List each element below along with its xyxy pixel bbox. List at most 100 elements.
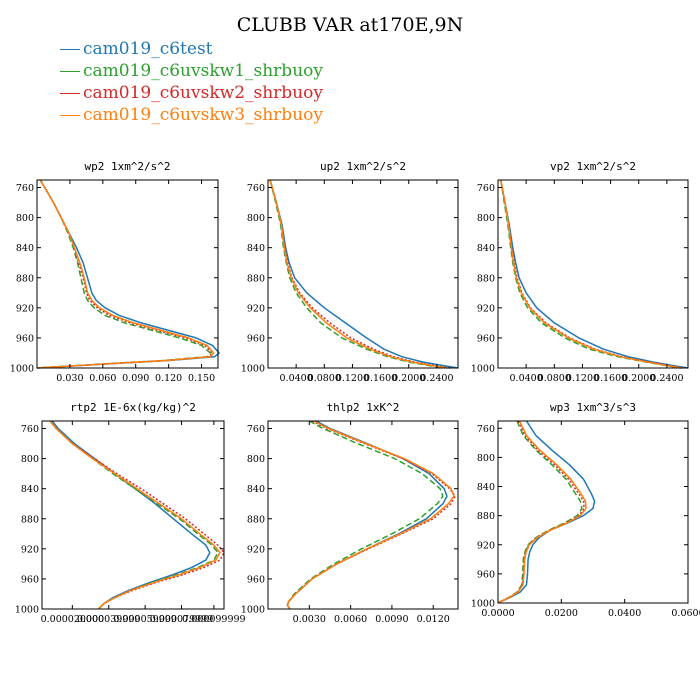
series-line: [497, 420, 585, 604]
x-tick-label: 0.0200: [545, 608, 578, 619]
x-tick-label: 0.000039999: [77, 614, 140, 625]
x-tick-label: 0.1600: [594, 373, 627, 384]
legend-label: cam019_c6uvskw1_shrbuoy: [83, 61, 323, 81]
legend: cam019_c6test cam019_c6uvskw1_shrbuoy ca…: [60, 38, 323, 126]
series-line: [269, 179, 459, 369]
y-tick-label: 840: [477, 243, 495, 254]
legend-line-swatch: [60, 71, 80, 72]
series-line: [36, 179, 212, 369]
y-tick-label: 920: [21, 544, 39, 555]
panel-title: rtp2 1E-6x(kg/kg)^2: [70, 401, 196, 414]
y-tick-label: 960: [247, 333, 265, 344]
y-tick-label: 1000: [241, 605, 265, 616]
panel-title: thlp2 1xK^2: [327, 401, 400, 414]
series-line: [500, 179, 684, 369]
y-tick-label: 760: [247, 183, 265, 194]
y-tick-label: 1000: [471, 364, 495, 375]
x-tick-label: 0.090: [122, 373, 149, 384]
x-tick-label: 0.120: [155, 373, 182, 384]
y-tick-label: 920: [477, 540, 495, 551]
y-tick-label: 840: [477, 482, 495, 493]
page-title: CLUBB VAR at170E,9N: [236, 14, 464, 36]
y-tick-label: 880: [16, 273, 34, 284]
x-tick-label: 0.0400: [608, 608, 641, 619]
x-tick-label: 0.000079999: [150, 614, 213, 625]
chart-panel: vp2 1xm^2/s^2 760 800 840 880 920 960 1000 0.040…: [471, 160, 689, 384]
legend-line-swatch: [60, 49, 80, 50]
x-tick-label: 0.0000: [481, 608, 514, 619]
legend-item: cam019_c6uvskw1_shrbuoy: [60, 60, 323, 82]
y-tick-label: 920: [477, 303, 495, 314]
x-tick-label: 0.0060: [334, 614, 367, 625]
y-tick-label: 800: [21, 454, 39, 465]
plot-frame: [497, 179, 689, 369]
y-tick-label: 960: [21, 574, 39, 585]
series-line: [269, 179, 445, 369]
panel-title: wp2 1xm^2/s^2: [84, 160, 170, 173]
plot-frame: [36, 179, 219, 369]
plot-frame: [267, 420, 459, 610]
plot-frame: [41, 420, 225, 610]
y-tick-label: 880: [477, 273, 495, 284]
x-tick-label: 0.1600: [364, 373, 397, 384]
chart-panel: wp2 1xm^2/s^2 760 800 840 880 920 960 1000 0.030…: [10, 160, 220, 384]
y-tick-label: 880: [247, 273, 265, 284]
chart-panel: wp3 1xm^3/s^3 760 800 840 880 920 960 10000.000…: [471, 401, 700, 619]
y-tick-label: 960: [477, 569, 495, 580]
y-tick-label: 880: [247, 514, 265, 525]
x-tick-label: 0.000059999: [113, 614, 176, 625]
series-line: [49, 420, 219, 610]
panel-title: up2 1xm^2/s^2: [320, 160, 406, 173]
panel-title: vp2 1xm^2/s^2: [550, 160, 636, 173]
panel-title: wp3 1xm^3/s^3: [550, 401, 636, 414]
x-tick-label: 0.0800: [538, 373, 571, 384]
y-tick-label: 800: [477, 453, 495, 464]
y-tick-label: 760: [16, 183, 34, 194]
y-tick-label: 840: [247, 484, 265, 495]
series-line: [51, 420, 211, 610]
series-line: [49, 420, 221, 610]
y-tick-label: 760: [477, 183, 495, 194]
x-tick-label: 0.2400: [650, 373, 683, 384]
chart-panel: rtp2 1E-6x(kg/kg)^2 760 800 840 880 920 960 100…: [15, 401, 246, 625]
legend-line-swatch: [60, 93, 80, 94]
x-tick-label: 0.000099999: [182, 614, 245, 625]
legend-label: cam019_c6test: [83, 39, 213, 59]
y-tick-label: 1000: [241, 364, 265, 375]
x-tick-label: 0.150: [188, 373, 215, 384]
series-line: [500, 179, 683, 369]
legend-item: cam019_c6uvskw2_shrbuoy: [60, 82, 323, 104]
series-line: [497, 420, 596, 604]
y-tick-label: 760: [247, 424, 265, 435]
plot-frame: [497, 420, 689, 604]
x-tick-label: 0.030: [56, 373, 83, 384]
y-tick-label: 960: [247, 574, 265, 585]
x-tick-label: 0.1200: [566, 373, 599, 384]
x-tick-label: 0.1200: [336, 373, 369, 384]
y-tick-label: 1000: [15, 605, 39, 616]
legend-item: cam019_c6test: [60, 38, 323, 60]
y-tick-label: 920: [16, 303, 34, 314]
y-tick-label: 880: [21, 514, 39, 525]
y-tick-label: 800: [477, 213, 495, 224]
y-tick-label: 800: [247, 454, 265, 465]
y-tick-label: 960: [16, 333, 34, 344]
series-line: [500, 179, 689, 369]
y-tick-label: 800: [16, 213, 34, 224]
x-tick-label: 0.2400: [420, 373, 453, 384]
x-tick-label: 0.0800: [308, 373, 341, 384]
y-tick-label: 920: [247, 303, 265, 314]
series-line: [286, 420, 455, 610]
legend-line-swatch: [60, 115, 80, 116]
y-tick-label: 840: [16, 243, 34, 254]
y-tick-label: 1000: [10, 364, 34, 375]
legend-item: cam019_c6uvskw3_shrbuoy: [60, 104, 323, 126]
x-tick-label: 0.0030: [293, 614, 326, 625]
chart-panel: up2 1xm^2/s^2 760 800 840 880 920 960 1000 0.040…: [241, 160, 459, 384]
series-line: [269, 179, 448, 369]
y-tick-label: 840: [21, 484, 39, 495]
x-tick-label: 0.0400: [280, 373, 313, 384]
chart-panel: thlp2 1xK^2 760 800 840 880 920 960 1000 0.0030 0…: [241, 401, 459, 625]
